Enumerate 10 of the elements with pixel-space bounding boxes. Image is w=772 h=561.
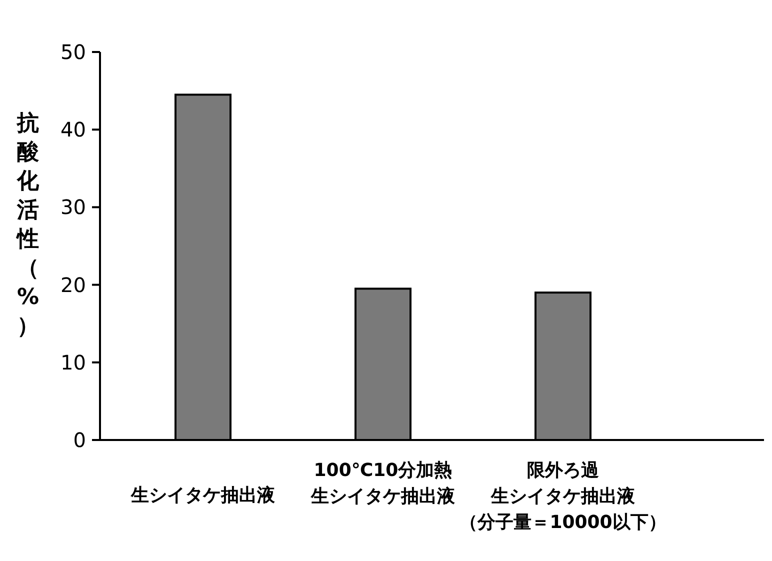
y-tick-label: 20 xyxy=(60,272,86,297)
x-tick-label: 生シイタケ抽出液 xyxy=(130,485,276,506)
y-tick-label: 50 xyxy=(60,40,86,64)
y-axis-title: 抗酸化活性（%） xyxy=(15,111,40,339)
x-tick-label: 100℃10分加熱生シイタケ抽出液 xyxy=(310,460,456,507)
y-tick-label: 0 xyxy=(73,428,86,452)
x-tick-label: 限外ろ過生シイタケ抽出液（分子量＝10000以下） xyxy=(460,460,666,533)
y-tick-label: 30 xyxy=(60,195,86,220)
y-tick-label: 10 xyxy=(60,350,86,374)
y-tick-label: 40 xyxy=(60,118,86,142)
